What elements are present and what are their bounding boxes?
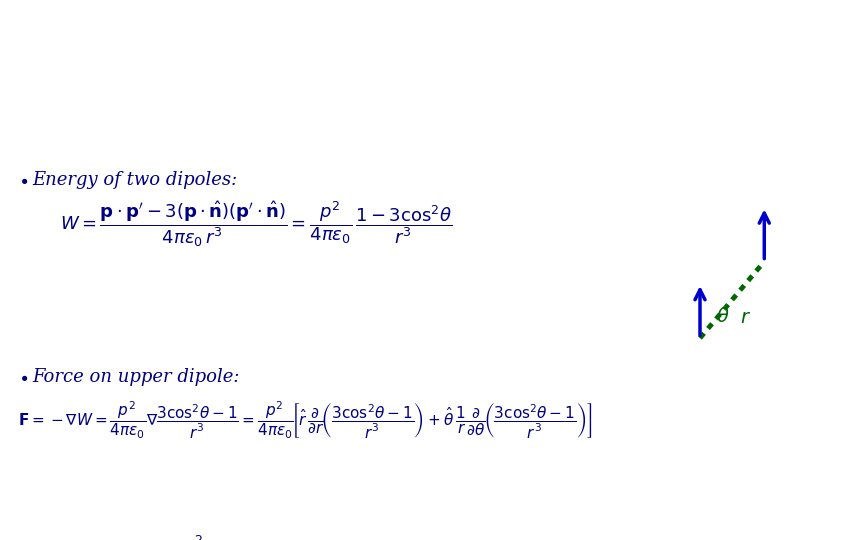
Text: $\bullet$: $\bullet$ xyxy=(18,368,29,386)
Text: Sample Problem 3.1: Sample Problem 3.1 xyxy=(232,12,632,50)
Text: $\mathbf{F} = -\nabla W = \dfrac{p^2}{4\pi\varepsilon_0}\nabla\dfrac{3\cos^2\!\t: $\mathbf{F} = -\nabla W = \dfrac{p^2}{4\… xyxy=(18,400,593,441)
Text: Force on upper dipole:: Force on upper dipole: xyxy=(32,368,239,386)
Text: Energy of two dipoles:: Energy of two dipoles: xyxy=(32,171,238,189)
Text: $\bullet$: $\bullet$ xyxy=(18,171,29,189)
Text: $W = \dfrac{\mathbf{p}\cdot\mathbf{p}^{\prime}-3(\mathbf{p}\cdot\hat{\mathbf{n}}: $W = \dfrac{\mathbf{p}\cdot\mathbf{p}^{\… xyxy=(60,199,452,248)
Text: $\theta$: $\theta$ xyxy=(716,307,729,326)
Text: $\mathbf{F} = \dfrac{p^2}{4\pi\varepsilon_0 r^4}\!\left[\hat{r}\!\left(3-9\cos^2: $\mathbf{F} = \dfrac{p^2}{4\pi\varepsilo… xyxy=(130,533,481,540)
Text: $r$: $r$ xyxy=(740,309,751,327)
Text: Two dipoles have identical dipole moments p oriented in the $z$-direction.  If t: Two dipoles have identical dipole moment… xyxy=(10,71,727,126)
